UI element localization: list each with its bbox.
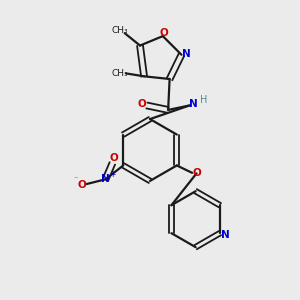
Text: O: O [77,180,86,190]
Text: O: O [137,99,146,109]
Text: H: H [200,95,207,105]
Text: N: N [101,174,110,184]
Text: O: O [110,153,118,163]
Text: O: O [192,168,201,178]
Text: N: N [221,230,230,240]
Text: CH₃: CH₃ [111,69,128,78]
Text: ⁻: ⁻ [73,174,78,183]
Text: N: N [188,99,197,109]
Text: O: O [160,28,169,38]
Text: CH₃: CH₃ [111,26,128,35]
Text: N: N [182,49,191,59]
Text: +: + [109,170,116,179]
